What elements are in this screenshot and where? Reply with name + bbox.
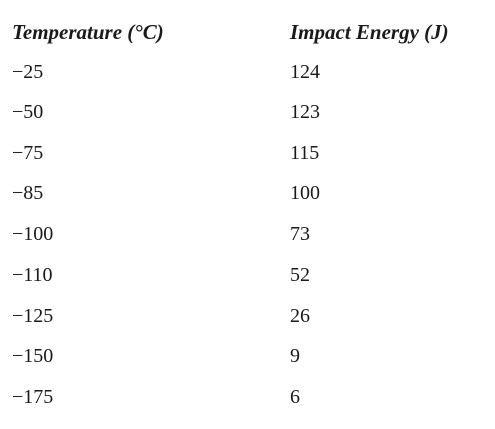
table-row: −150 9 [0,336,495,376]
cell-impact-energy: 123 [290,101,320,123]
table-row: −110 52 [0,255,495,295]
cell-impact-energy: 73 [290,223,310,245]
table-row: −175 6 [0,377,495,417]
cell-temperature: −100 [12,223,54,245]
header-temperature: Temperature (°C) [12,20,164,44]
cell-temperature: −25 [12,61,44,83]
cell-temperature: −175 [12,386,54,408]
table-row: −50 123 [0,92,495,132]
cell-temperature: −85 [12,182,44,204]
table-row: −100 73 [0,214,495,254]
cell-impact-energy: 124 [290,61,320,83]
cell-temperature: −50 [12,101,44,123]
table-header-row: Temperature (°C) Impact Energy (J) [0,12,495,52]
cell-impact-energy: 9 [290,345,300,367]
table-row: −75 115 [0,133,495,173]
cell-impact-energy: 26 [290,305,310,327]
cell-impact-energy: 6 [290,386,300,408]
cell-impact-energy: 115 [290,142,320,164]
cell-temperature: −110 [12,264,53,286]
cell-temperature: −125 [12,305,54,327]
table-row: −125 26 [0,296,495,336]
table-row: −85 100 [0,173,495,213]
cell-temperature: −150 [12,345,54,367]
cell-impact-energy: 100 [290,182,320,204]
cell-impact-energy: 52 [290,264,310,286]
table-row: −25 124 [0,52,495,92]
header-impact-energy: Impact Energy (J) [290,20,449,44]
cell-temperature: −75 [12,142,44,164]
